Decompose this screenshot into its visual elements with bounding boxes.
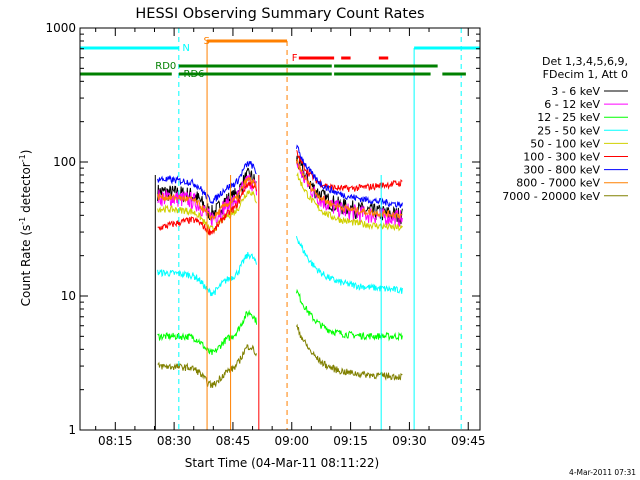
y-tick-label: 100 [53, 155, 76, 169]
x-tick-label: 08:15 [98, 434, 133, 448]
chart-title: HESSI Observing Summary Count Rates [135, 6, 424, 22]
x-tick-label: 08:30 [157, 434, 192, 448]
flag-label: RD0 [155, 61, 176, 72]
flag-layer: N S F RD0 RD6 [80, 28, 480, 430]
legend-label: 12 - 25 keV [537, 111, 600, 124]
flag-label: F [292, 53, 298, 64]
series-line [296, 158, 403, 220]
x-axis-label: Start Time (04-Mar-11 08:11:22) [185, 456, 379, 470]
flag-label: S [204, 36, 210, 47]
legend-label: 7000 - 20000 keV [502, 190, 600, 203]
flag-label: RD6 [184, 69, 205, 80]
y-axis-label: Count Rate (s-1 detector-1) [18, 150, 33, 307]
legend-label: 100 - 300 keV [523, 151, 600, 164]
x-tick-label: 08:45 [216, 434, 251, 448]
y-tick-label: 10 [61, 289, 76, 303]
data-layer [154, 144, 403, 430]
x-tick-label: 09:45 [451, 434, 486, 448]
series-line [296, 172, 403, 232]
series-line [296, 235, 403, 294]
legend-label: 50 - 100 keV [530, 137, 600, 150]
legend-label: 300 - 800 keV [523, 164, 600, 177]
legend-header-line2: FDecim 1, Att 0 [543, 68, 628, 81]
legend-header-line1: Det 1,3,4,5,6,9, [542, 55, 628, 68]
y-tick-label: 1 [68, 423, 76, 437]
x-tick-label: 09:30 [392, 434, 427, 448]
legend-label: 3 - 6 keV [551, 85, 600, 98]
legend-label: 25 - 50 keV [537, 124, 600, 137]
x-tick-label: 09:00 [274, 434, 309, 448]
x-tick-label: 09:15 [333, 434, 368, 448]
legend-label: 6 - 12 keV [544, 98, 600, 111]
series-line [296, 323, 403, 381]
series-line [296, 288, 403, 342]
timestamp: 4-Mar-2011 07:31 [569, 468, 636, 477]
flag-label: N [182, 43, 189, 54]
axes: 1 10 100 1000 08:15 08:30 08:45 09:00 09:15 09:30… [45, 21, 485, 448]
series-line [296, 144, 403, 208]
legend-label: 800 - 7000 keV [516, 177, 600, 190]
plot-frame [79, 27, 481, 431]
y-tick-label: 1000 [45, 21, 76, 35]
